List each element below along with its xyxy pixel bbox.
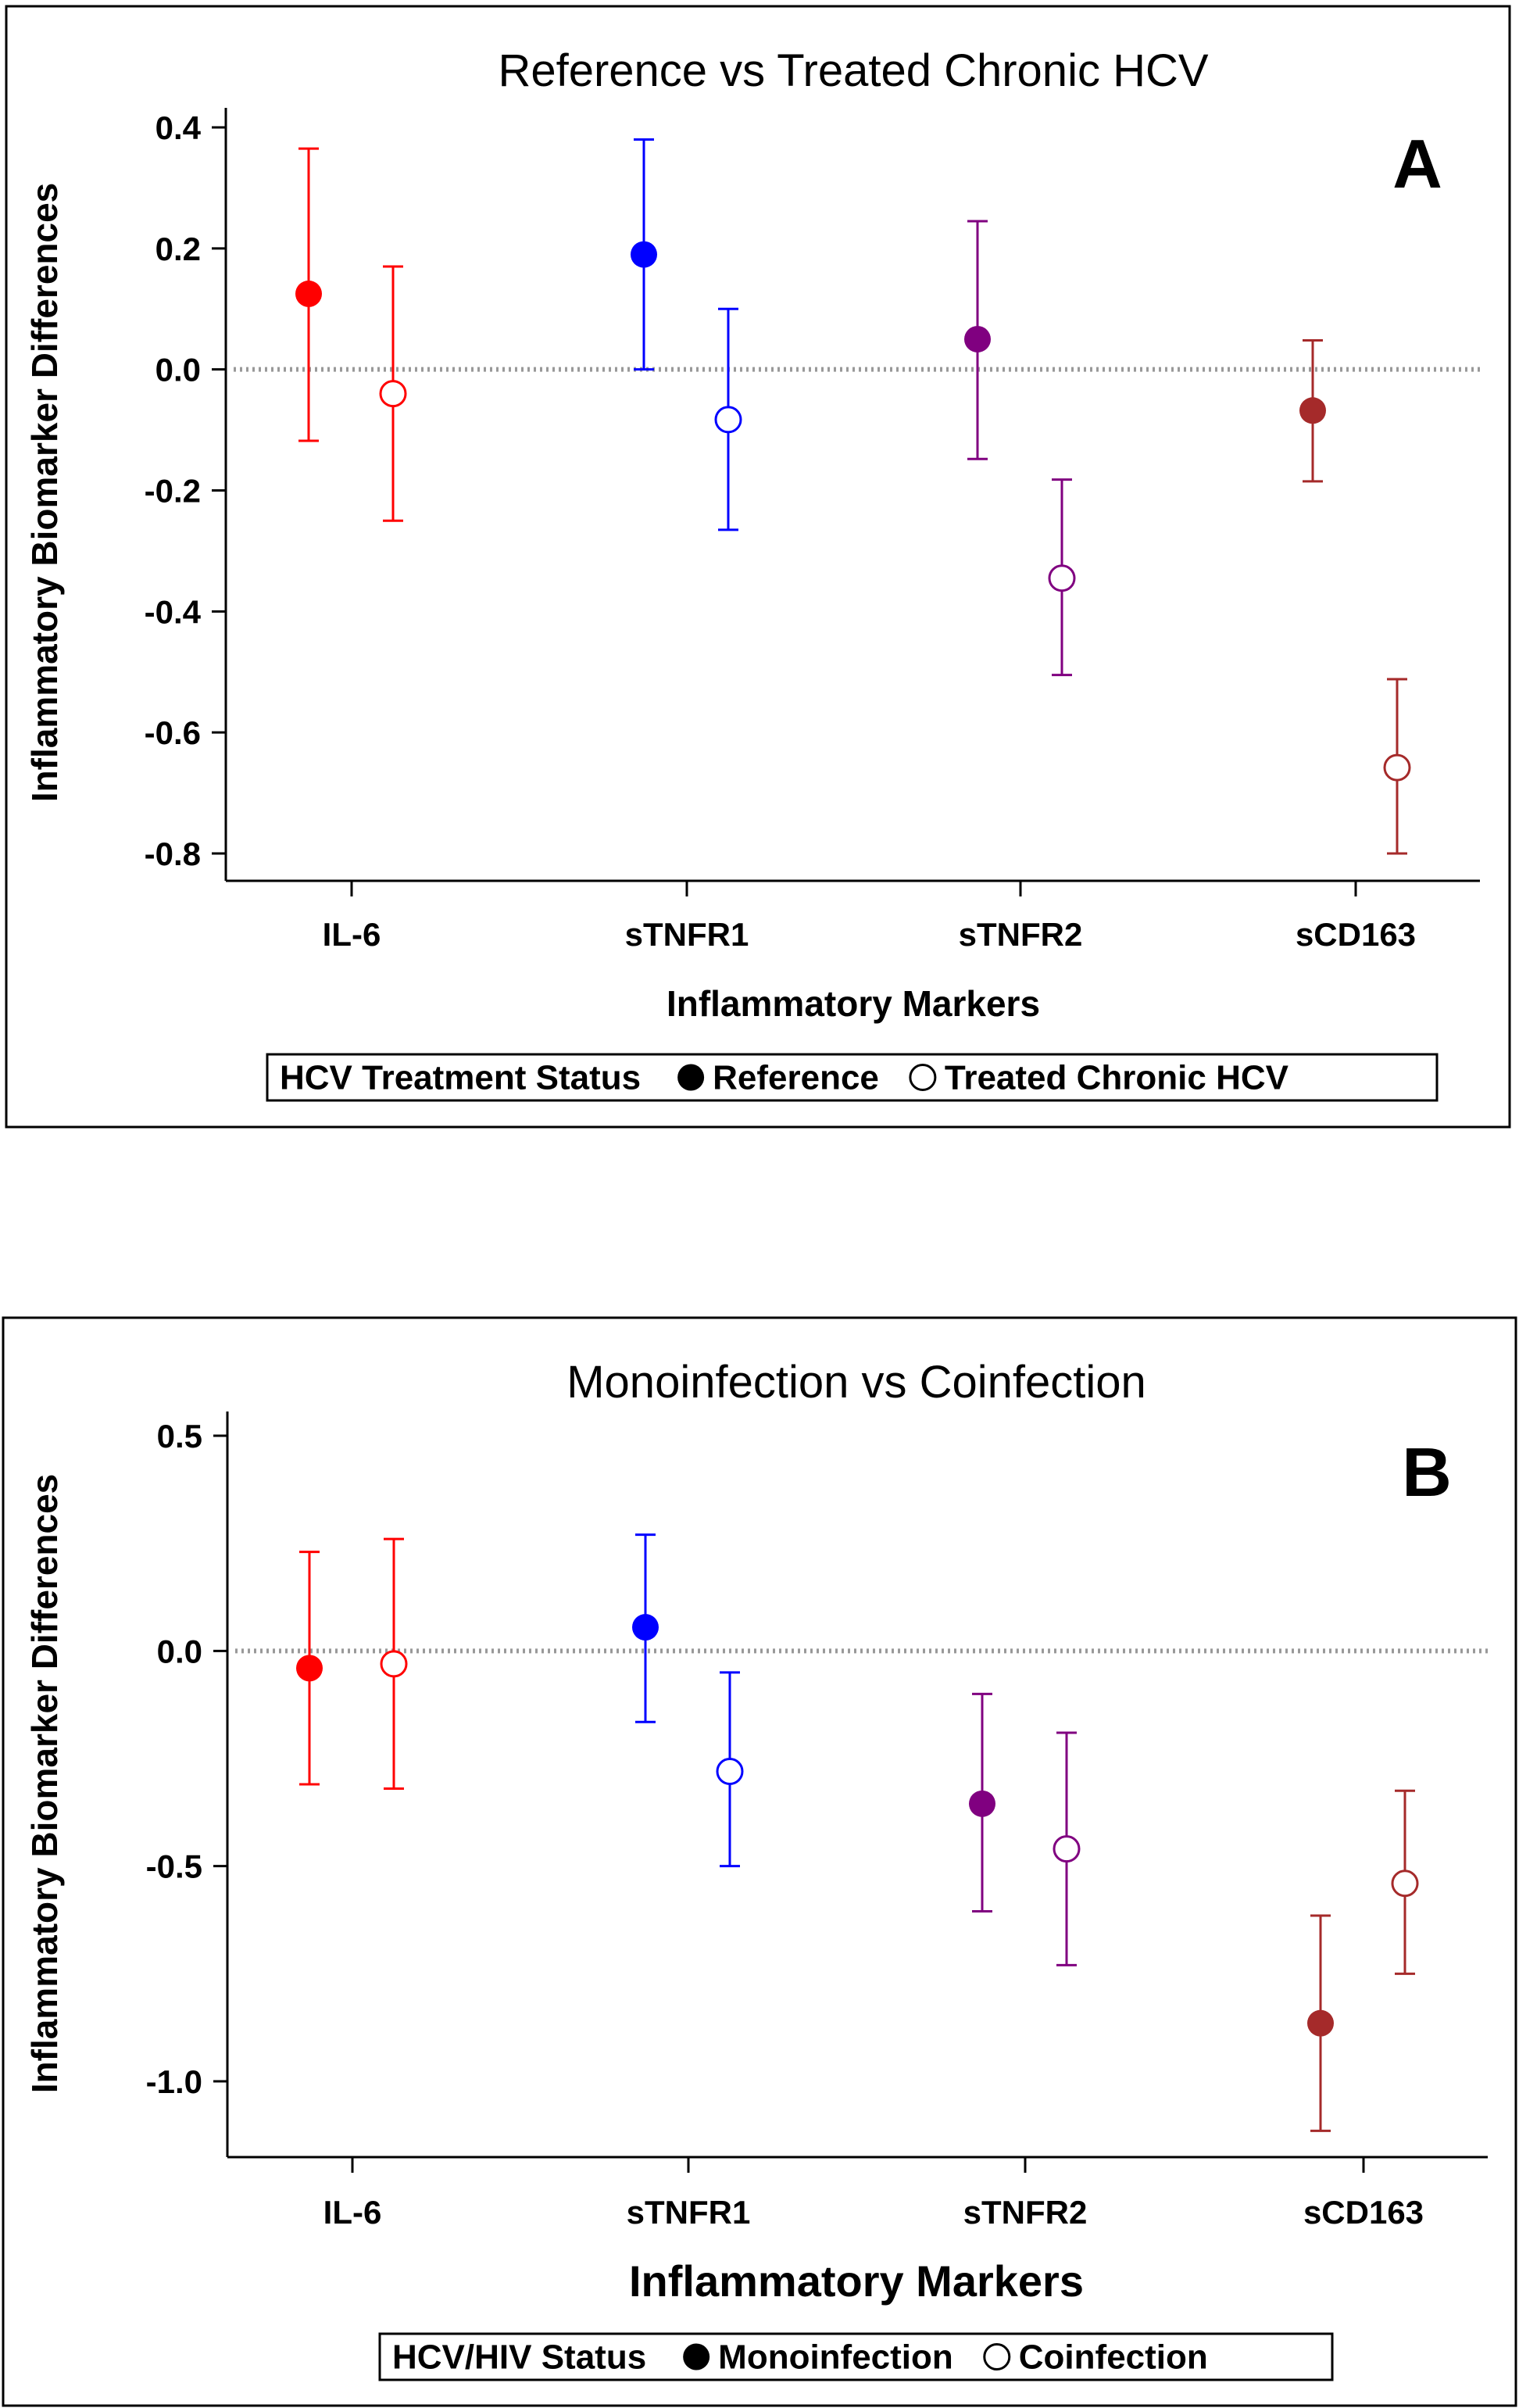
data-point-filled — [1307, 1914, 1334, 2132]
legend-entry: Reference — [713, 1059, 879, 1097]
data-point-open — [379, 265, 407, 522]
data-point-open — [714, 307, 742, 531]
chart-title: Monoinfection vs Coinfection — [566, 1357, 1146, 1408]
legend-marker-filled — [683, 2343, 710, 2370]
data-point-open — [1053, 1731, 1081, 1966]
data-point-filled — [631, 138, 657, 371]
x-axis-label: Inflammatory Markers — [629, 2256, 1084, 2306]
y-tick-label: -0.8 — [145, 835, 201, 872]
legend: HCV Treatment Status Reference Treated Chr… — [266, 1053, 1439, 1102]
data-point-filled — [295, 147, 322, 442]
chart-title: Reference vs Treated Chronic HCV — [498, 45, 1208, 96]
data-point-open — [716, 1671, 744, 1868]
x-tick-label: IL-6 — [323, 2194, 382, 2231]
data-point-open — [380, 1537, 408, 1791]
x-axis-label: Inflammatory Markers — [667, 983, 1040, 1024]
marker-open — [714, 406, 742, 434]
legend-marker-open — [909, 1064, 937, 1091]
marker-open — [1391, 1870, 1419, 1898]
legend-entry: Treated Chronic HCV — [945, 1059, 1289, 1097]
y-tick-label: -0.6 — [145, 714, 201, 751]
data-point-open — [1048, 478, 1076, 677]
panel-border — [5, 5, 1511, 1129]
marker-filled — [1307, 2009, 1334, 2037]
panel-label: A — [1392, 125, 1442, 202]
data-point-filled — [969, 1692, 995, 1912]
y-tick-label: -1.0 — [146, 2063, 202, 2100]
data-point-filled — [964, 220, 991, 460]
marker-open — [380, 1650, 408, 1678]
y-axis-label: Inflammatory Biomarker Differences — [24, 1474, 65, 2094]
legend-box — [378, 2332, 1334, 2381]
legend-title: HCV Treatment Status — [280, 1059, 641, 1097]
marker-filled — [296, 1655, 323, 1682]
marker-open — [1048, 564, 1076, 592]
marker-filled — [1299, 397, 1326, 424]
data-point-filled — [1299, 339, 1326, 483]
y-tick-label: -0.2 — [145, 473, 201, 510]
legend-marker-filled — [677, 1064, 705, 1091]
legend-marker-open — [983, 2343, 1011, 2370]
y-tick-label: 0.2 — [155, 231, 201, 267]
legend: HCV/HIV Status Monoinfection Coinfection — [378, 2332, 1334, 2381]
x-tick-label: sCD163 — [1303, 2194, 1424, 2231]
legend-entry: Monoinfection — [718, 2338, 953, 2377]
marker-open — [379, 380, 407, 408]
legend-entry: Coinfection — [1019, 2338, 1208, 2377]
marker-open — [716, 1758, 744, 1786]
y-tick-label: -0.5 — [146, 1848, 202, 1885]
x-tick-label: sTNFR2 — [963, 2194, 1088, 2231]
y-tick-label: 0.0 — [155, 352, 201, 388]
y-tick-label: -0.4 — [145, 593, 202, 630]
panel-border — [2, 1316, 1517, 2407]
data-point-open — [1383, 678, 1411, 855]
y-tick-label: 0.5 — [157, 1418, 202, 1454]
x-tick-label: sTNFR1 — [625, 916, 749, 953]
y-axis-label: Inflammatory Biomarker Differences — [24, 183, 65, 803]
marker-filled — [969, 1790, 995, 1817]
x-tick-label: IL-6 — [323, 916, 381, 953]
marker-filled — [295, 280, 322, 307]
x-tick-label: sTNFR2 — [959, 916, 1083, 953]
x-tick-label: sTNFR1 — [627, 2194, 751, 2231]
marker-filled — [964, 325, 991, 352]
data-point-filled — [296, 1551, 323, 1786]
data-point-filled — [632, 1533, 659, 1723]
legend-box — [266, 1053, 1439, 1102]
panel-label: B — [1402, 1433, 1452, 1511]
y-tick-label: 0.0 — [157, 1633, 202, 1669]
chart-panel-A: Reference vs Treated Chronic HCV A 0.4 0.2 0… — [5, 5, 1511, 1129]
x-tick-label: sCD163 — [1296, 916, 1416, 953]
marker-open — [1383, 753, 1411, 782]
legend-title: HCV/HIV Status — [392, 2338, 646, 2377]
marker-open — [1053, 1835, 1081, 1863]
data-point-open — [1391, 1789, 1419, 1975]
marker-filled — [631, 241, 657, 268]
marker-filled — [632, 1614, 659, 1641]
y-tick-label: 0.4 — [155, 109, 202, 146]
chart-panel-B: Monoinfection vs Coinfection B 0.5 0.0 -0.5 -… — [2, 1316, 1517, 2407]
